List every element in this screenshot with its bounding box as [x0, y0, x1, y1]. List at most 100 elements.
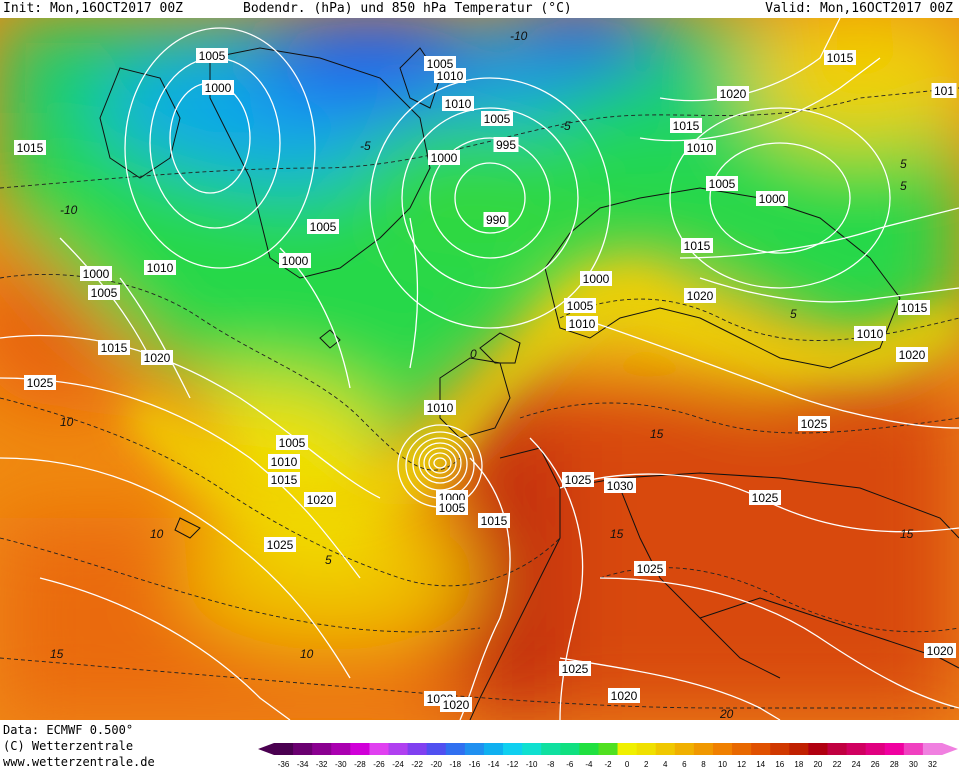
copyright-label: (C) Wetterzentrale: [3, 739, 134, 753]
temp-label: -5: [560, 119, 571, 133]
legend-swatch: [522, 743, 542, 755]
legend-tick-label: -30: [335, 760, 347, 769]
temp-label: 15: [900, 527, 914, 541]
legend-swatch: [674, 743, 695, 755]
legend-swatch: [922, 743, 943, 755]
legend-swatch: [503, 743, 523, 755]
temp-label: 20: [719, 707, 734, 720]
legend-tick-label: 28: [890, 760, 899, 769]
legend-swatch: [350, 743, 370, 755]
legend-tick-label: 16: [775, 760, 784, 769]
legend-swatch: [407, 743, 428, 755]
isobar-label: 1025: [264, 537, 296, 552]
isobar-label: 1000: [80, 266, 112, 281]
temp-label: 15: [50, 647, 64, 661]
isobar-label: 1005: [307, 219, 339, 234]
header-bar: Init: Mon,16OCT2017 00Z Bodendr. (hPa) u…: [0, 0, 959, 18]
svg-text:1025: 1025: [637, 562, 664, 576]
legend-swatch: [770, 743, 790, 755]
svg-text:1000: 1000: [583, 272, 610, 286]
isobar-label: 1005: [88, 285, 120, 300]
legend-swatch: [693, 743, 714, 755]
isobar-label: 1000: [428, 150, 460, 165]
isobar-label: 1020: [141, 350, 173, 365]
legend-swatch: [827, 743, 848, 755]
legend-swatch: [636, 743, 657, 755]
data-source-label: Data: ECMWF 0.500°: [3, 723, 134, 737]
svg-text:1015: 1015: [17, 141, 44, 155]
isobar-label: 1015: [681, 238, 713, 253]
isobar-label: 1025: [749, 490, 781, 505]
temperature-zones: [0, 18, 959, 720]
legend-swatch: [789, 743, 809, 755]
isobar-label: 1015: [268, 472, 300, 487]
svg-text:1020: 1020: [927, 644, 954, 658]
svg-text:1005: 1005: [91, 286, 118, 300]
isobar-label: 995: [493, 137, 519, 152]
svg-text:1000: 1000: [282, 254, 309, 268]
legend-tick-label: -32: [316, 760, 328, 769]
temp-label: 5: [900, 157, 907, 171]
svg-text:1020: 1020: [899, 348, 926, 362]
svg-text:1005: 1005: [567, 299, 594, 313]
legend-swatch: [426, 743, 447, 755]
legend-tick-label: -2: [604, 760, 612, 769]
isobar-label: 1010: [684, 140, 716, 155]
legend-min-arrow: [258, 743, 274, 755]
legend-tick-label: -8: [547, 760, 555, 769]
svg-text:1020: 1020: [720, 87, 747, 101]
svg-text:1020: 1020: [687, 289, 714, 303]
temp-label: -10: [510, 29, 528, 43]
legend-tick-label: -4: [585, 760, 593, 769]
svg-text:1010: 1010: [437, 69, 464, 83]
isobar-label: 1005: [436, 500, 468, 515]
isobar-label: 1010: [268, 454, 300, 469]
svg-text:1010: 1010: [687, 141, 714, 155]
svg-text:1030: 1030: [607, 479, 634, 493]
isobar-label: 1015: [98, 340, 130, 355]
svg-text:1010: 1010: [147, 261, 174, 275]
legend-swatch: [712, 743, 733, 755]
svg-text:990: 990: [486, 213, 506, 227]
isobar-label: 1000: [279, 253, 311, 268]
svg-text:1020: 1020: [144, 351, 171, 365]
legend-tick-label: 24: [852, 760, 861, 769]
isobar-label: 1010: [854, 326, 886, 341]
legend-tick-label: -24: [392, 760, 404, 769]
svg-text:1005: 1005: [427, 57, 454, 71]
legend-swatch: [464, 743, 485, 755]
temp-label: 10: [60, 415, 74, 429]
isobar-label: 1020: [684, 288, 716, 303]
svg-text:1025: 1025: [565, 473, 592, 487]
chart-title: Bodendr. (hPa) und 850 hPa Temperatur (°…: [243, 1, 572, 16]
svg-text:1025: 1025: [27, 376, 54, 390]
svg-text:1015: 1015: [271, 473, 298, 487]
svg-text:1010: 1010: [427, 401, 454, 415]
svg-text:1020: 1020: [611, 689, 638, 703]
color-legend-swatches: [258, 743, 958, 755]
isobar-label: 1010: [424, 400, 456, 415]
temp-label: 15: [650, 427, 664, 441]
isobar-label: 1020: [608, 688, 640, 703]
svg-text:1005: 1005: [484, 112, 511, 126]
legend-tick-label: -28: [354, 760, 366, 769]
legend-tick-label: 12: [737, 760, 746, 769]
isobar-label: 1005: [706, 176, 738, 191]
svg-text:1010: 1010: [857, 327, 884, 341]
legend-swatch: [808, 743, 828, 755]
isobar-label: 1005: [424, 56, 456, 71]
isobar-label: 1015: [670, 118, 702, 133]
svg-text:1000: 1000: [759, 192, 786, 206]
legend-swatch: [274, 743, 294, 755]
isobar-label: 1000: [580, 271, 612, 286]
svg-text:1005: 1005: [310, 220, 337, 234]
isobars: [0, 18, 959, 720]
legend-swatch: [884, 743, 905, 755]
isotherm-value-labels: -10 -5 -10 10 5 15 10 15 0 5 -5 5 15 20 …: [50, 29, 914, 720]
isobar-label: 1025: [24, 375, 56, 390]
isobar-label: 1005: [481, 111, 513, 126]
isobar-label: 1005: [196, 48, 228, 63]
color-legend: -36 -34 -32 -30 -28 -26 -24 -22 -20 -18 -16 -14 -12-…: [258, 743, 958, 769]
svg-text:1015: 1015: [481, 514, 508, 528]
